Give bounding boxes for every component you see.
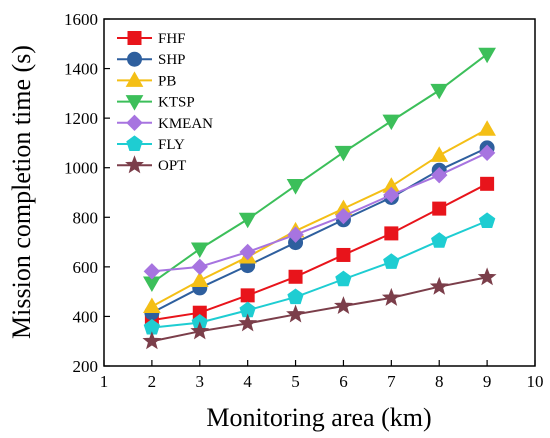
y-tick-label: 600 (73, 258, 99, 277)
legend-item-kmean: KMEAN (117, 114, 213, 132)
legend-item-pb: PB (117, 71, 176, 89)
legend-item-opt: OPT (117, 155, 186, 174)
x-tick-label: 10 (527, 372, 544, 391)
data-point-fhf (288, 269, 303, 284)
data-point-ktsp (238, 212, 257, 229)
series-fhf (144, 176, 495, 328)
legend-label-ktsp: KTSP (158, 95, 195, 111)
data-point-pb (478, 120, 496, 136)
data-point-kmean (335, 207, 352, 225)
legend-marker-fhf (127, 31, 142, 45)
data-point-kmean (431, 166, 448, 184)
data-point-kmean (287, 226, 304, 243)
data-point-opt (334, 296, 353, 315)
legend-marker-shp (127, 51, 142, 67)
legend-item-fhf: FHF (117, 31, 186, 47)
data-point-kmean (478, 144, 496, 162)
series-line-kmean (151, 151, 488, 273)
x-tick-label: 7 (387, 372, 396, 391)
legend-item-shp: SHP (117, 51, 186, 68)
data-point-fhf (336, 247, 351, 262)
data-point-opt (238, 313, 258, 332)
y-tick-label: 1400 (64, 60, 98, 79)
x-tick-label: 6 (339, 372, 348, 391)
x-tick-label: 8 (435, 372, 444, 391)
data-point-opt (142, 331, 162, 350)
data-point-ktsp (334, 145, 353, 162)
series-line-shp (151, 146, 488, 314)
x-tick-label: 3 (196, 372, 205, 391)
data-point-fly (335, 270, 352, 287)
series-line-ktsp (151, 53, 488, 284)
y-tick-label: 1200 (64, 109, 98, 128)
data-point-kmean (191, 258, 208, 276)
data-point-fhf (480, 176, 495, 191)
legend-label-opt: OPT (158, 158, 186, 174)
data-point-ktsp (286, 179, 305, 195)
y-axis: 200 400 600 800 1000 1200 1400 1600 (64, 10, 110, 376)
data-point-fhf (240, 288, 255, 303)
x-tick-label: 1 (100, 372, 109, 391)
y-tick-label: 200 (73, 357, 99, 376)
y-axis-title: Mission completion time (s) (7, 45, 36, 339)
data-point-kmean (143, 263, 161, 280)
legend-marker-opt (125, 155, 144, 174)
legend-marker-pb (125, 71, 144, 87)
y-tick-label: 1600 (64, 10, 98, 29)
data-point-fly (383, 253, 400, 269)
legend-label-shp: SHP (158, 52, 186, 68)
plot-frame (103, 18, 536, 367)
series-kmean (143, 144, 496, 280)
data-point-ktsp (382, 114, 401, 131)
legend-item-fly: FLY (117, 135, 185, 153)
legend-label-fly: FLY (158, 137, 185, 153)
legend-label-pb: PB (158, 73, 176, 89)
legend-item-ktsp: KTSP (117, 95, 195, 111)
data-point-fhf (432, 201, 447, 216)
data-point-pb (143, 297, 161, 314)
data-point-pb (190, 271, 209, 287)
legend-marker-kmean (126, 114, 143, 132)
series-line-opt (151, 276, 488, 343)
series-opt (142, 267, 497, 350)
data-point-kmean (239, 243, 256, 261)
x-tick-label: 5 (291, 372, 300, 391)
y-tick-label: 1000 (64, 159, 98, 178)
data-point-opt (381, 287, 401, 306)
x-axis-title: Monitoring area (km) (206, 403, 431, 432)
data-point-fly (478, 212, 496, 228)
legend-label-fhf: FHF (158, 31, 186, 47)
data-point-fly (431, 232, 448, 248)
data-point-fly (287, 288, 304, 305)
series-line-fhf (151, 182, 488, 322)
y-tick-label: 800 (73, 208, 99, 227)
legend-marker-fly (126, 135, 143, 151)
data-point-ktsp (190, 242, 209, 259)
series-fly (143, 212, 496, 335)
data-point-pb (430, 146, 449, 162)
x-tick-label: 4 (243, 372, 252, 391)
series-layer (142, 47, 497, 350)
series-shp (144, 140, 495, 321)
data-point-kmean (383, 186, 400, 204)
data-point-opt (429, 276, 449, 295)
legend-label-kmean: KMEAN (158, 116, 213, 132)
data-point-opt (286, 304, 305, 323)
data-point-fhf (384, 226, 399, 241)
legend: FHF SHP PB KTSP KMEAN FLY OPT (117, 31, 213, 174)
x-tick-label: 9 (483, 372, 492, 391)
data-point-ktsp (478, 47, 496, 64)
data-point-opt (477, 267, 497, 286)
x-tick-label: 2 (148, 372, 157, 391)
series-ktsp (143, 47, 496, 292)
y-tick-label: 400 (73, 307, 99, 326)
x-axis: 1 2 3 4 5 6 7 8 9 10 (100, 360, 544, 391)
data-point-opt (190, 321, 210, 340)
legend-marker-ktsp (125, 95, 144, 111)
data-point-ktsp (430, 83, 449, 100)
